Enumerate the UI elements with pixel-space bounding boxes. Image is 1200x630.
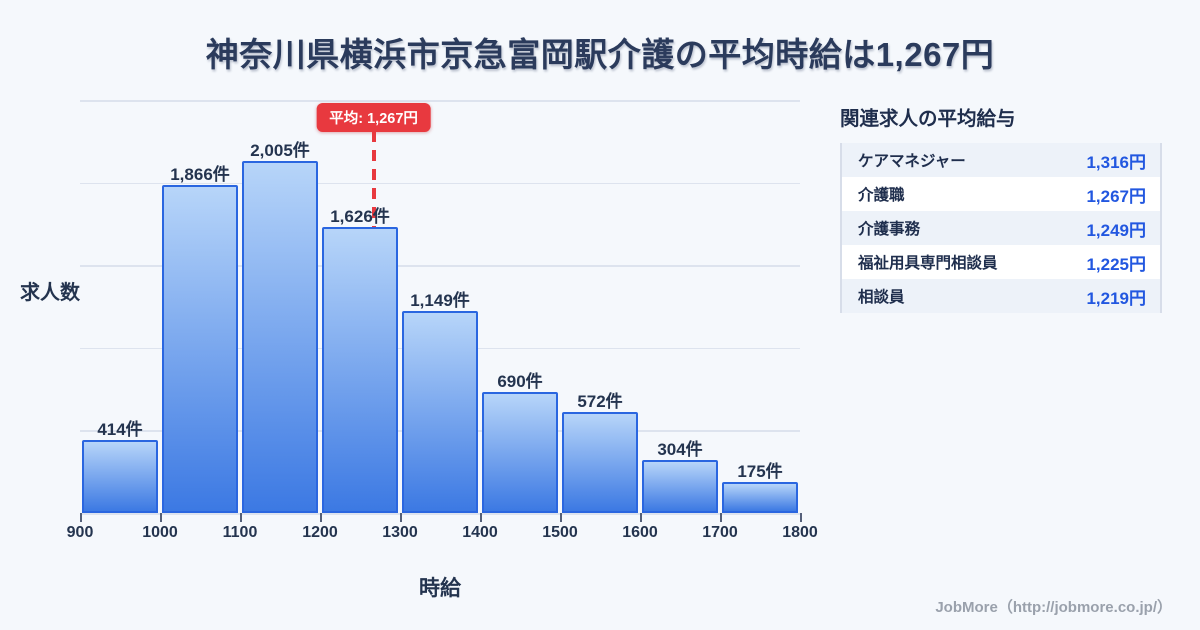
job-value: 1,316円	[1086, 152, 1146, 172]
bar-value-label: 1,626件	[330, 207, 390, 227]
gridline	[80, 100, 800, 102]
x-tick-mark	[800, 513, 802, 522]
job-value: 1,219円	[1086, 288, 1146, 308]
y-axis-label: 求人数	[20, 282, 80, 304]
x-tick-mark	[560, 513, 562, 522]
page-title: 神奈川県横浜市京急富岡駅介護の平均時給は1,267円	[205, 36, 995, 73]
bar-value-label: 2,005件	[250, 140, 310, 160]
x-axis-label: 時給	[419, 577, 461, 600]
x-tick-mark	[640, 513, 642, 522]
bar-value-label: 304件	[657, 439, 703, 459]
table-row: 福祉用具専門相談員 1,225円	[842, 245, 1160, 279]
x-tick-label: 1100	[222, 524, 258, 541]
histogram-bar	[562, 412, 638, 513]
gridline	[80, 265, 800, 267]
job-value: 1,267円	[1086, 186, 1146, 206]
related-jobs-heading: 関連求人の平均給与	[840, 108, 1016, 130]
x-tick-label: 900	[66, 524, 94, 541]
bar-value-label: 414件	[97, 420, 143, 440]
x-tick-mark	[240, 513, 242, 522]
job-name: 福祉用具専門相談員	[858, 255, 998, 272]
job-value: 1,225円	[1086, 254, 1146, 274]
histogram-bar	[642, 459, 718, 513]
job-name: 介護事務	[858, 221, 921, 238]
bar-value-label: 690件	[497, 371, 543, 391]
job-name: 相談員	[858, 289, 905, 306]
histogram-bar	[402, 311, 478, 513]
related-jobs-table: ケアマネジャー 1,316円介護職 1,267円介護事務 1,249円福祉用具専門相談…	[840, 143, 1162, 313]
table-row: 相談員 1,219円	[842, 279, 1160, 313]
gridline	[80, 513, 800, 515]
x-tick-label: 1800	[782, 524, 818, 541]
bar-value-label: 1,866件	[170, 165, 230, 185]
bar-value-label: 1,149件	[410, 291, 470, 311]
histogram-bar	[722, 482, 798, 513]
histogram-bar	[242, 160, 318, 513]
x-tick-label: 1000	[142, 524, 178, 541]
x-tick-mark	[80, 513, 82, 522]
average-badge: 平均: 1,267円	[316, 103, 431, 132]
x-tick-label: 1400	[462, 524, 498, 541]
histogram-bar	[322, 227, 398, 513]
gridline	[80, 182, 800, 185]
table-row: 介護職 1,267円	[842, 177, 1160, 211]
x-tick-label: 1600	[622, 524, 658, 541]
x-tick-label: 1700	[702, 524, 738, 541]
histogram-bar	[482, 391, 558, 513]
job-name: ケアマネジャー	[858, 153, 966, 170]
table-row: ケアマネジャー 1,316円	[842, 143, 1160, 177]
x-tick-mark	[400, 513, 402, 522]
job-value: 1,249円	[1086, 220, 1146, 240]
bar-value-label: 175件	[737, 462, 783, 482]
footer-credit: JobMore（http://jobmore.co.jp/）	[935, 599, 1172, 616]
table-row: 介護事務 1,249円	[842, 211, 1160, 245]
x-tick-label: 1500	[542, 524, 578, 541]
x-tick-mark	[320, 513, 322, 522]
histogram-bar	[82, 440, 158, 513]
x-tick-mark	[160, 513, 162, 522]
x-tick-mark	[720, 513, 722, 522]
job-name: 介護職	[858, 187, 905, 204]
x-tick-label: 1200	[302, 524, 338, 541]
x-tick-mark	[480, 513, 482, 522]
histogram-bar	[162, 185, 238, 513]
x-tick-label: 1300	[382, 524, 418, 541]
bar-value-label: 572件	[577, 392, 623, 412]
